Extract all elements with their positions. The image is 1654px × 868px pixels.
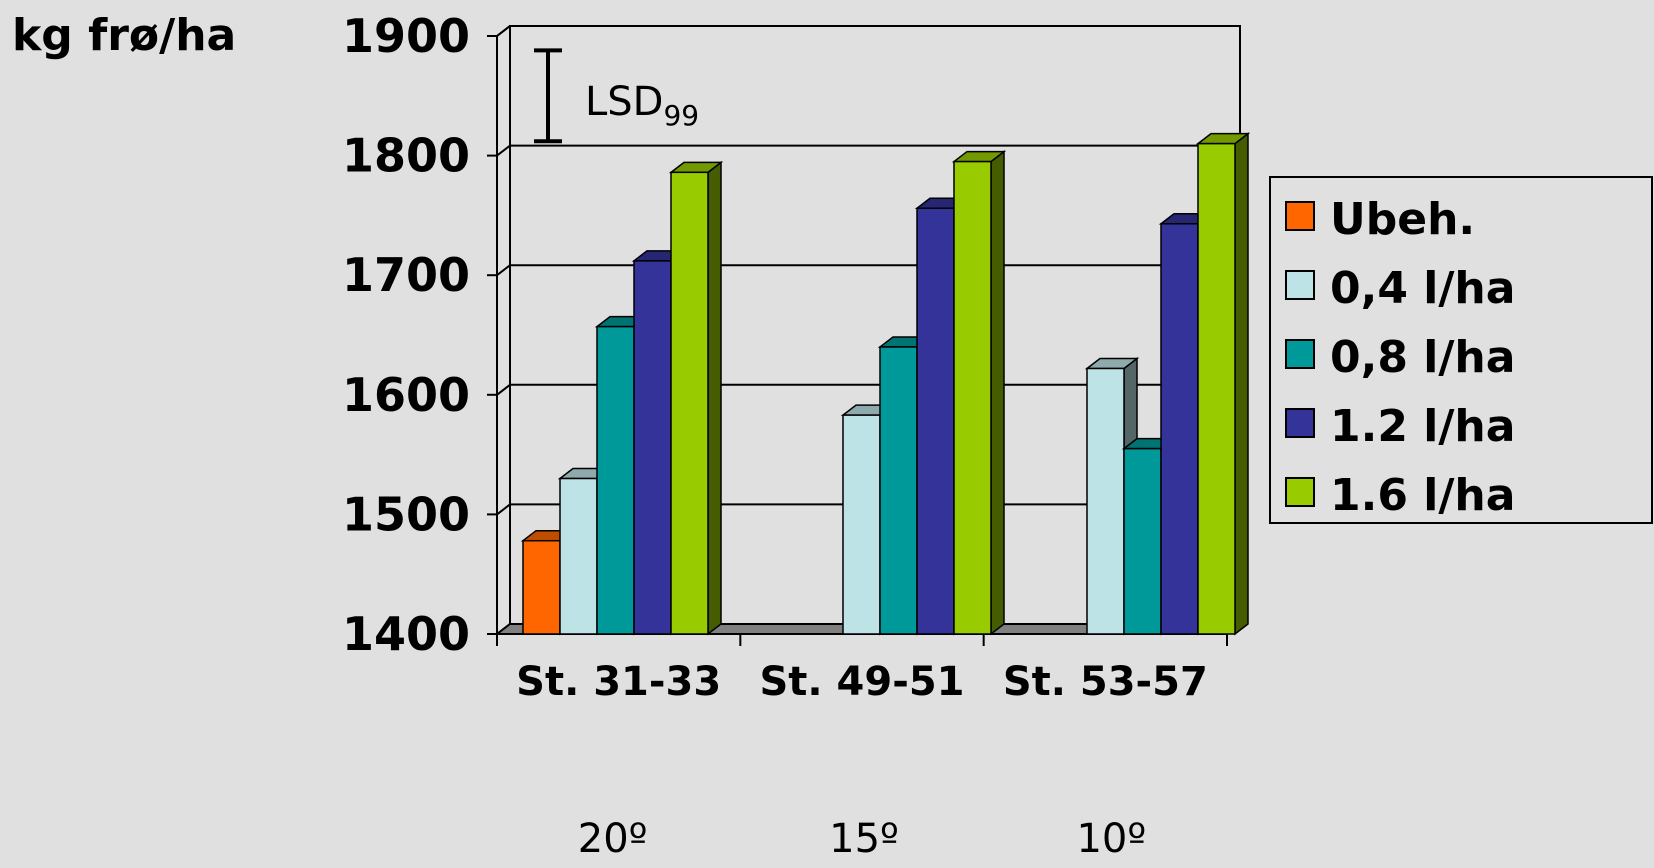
legend-swatch: [1285, 339, 1315, 369]
x-category-label: St. 31-33: [516, 659, 721, 705]
bar-1-6-l-ha-3: [1195, 132, 1251, 636]
legend-box: [1269, 176, 1653, 524]
legend-entry: 0,4 l/ha: [1330, 263, 1515, 314]
bar-front: [559, 477, 598, 635]
gridline-depth: [496, 144, 511, 157]
legend-entry: 0,8 l/ha: [1330, 332, 1515, 383]
bar-front: [879, 346, 918, 635]
bar-side: [990, 150, 1005, 636]
bar-1-6-l-ha-1: [668, 160, 724, 636]
legend-swatch: [1285, 201, 1315, 231]
bar-1-6-l-ha-2: [951, 150, 1007, 636]
y-tick-label: 1800: [342, 129, 470, 183]
legend-swatch: [1285, 270, 1315, 300]
x-category-sublabel: 20º: [578, 816, 648, 862]
y-tick-label: 1400: [342, 607, 470, 661]
bar-side: [1234, 132, 1249, 636]
gridline-depth: [496, 503, 511, 516]
lsd-subscript: 99: [663, 99, 699, 132]
y-tick-label: 1500: [342, 487, 470, 541]
legend-swatch: [1285, 477, 1315, 507]
bar-front: [633, 260, 672, 635]
x-category-sublabel: 10º: [1076, 816, 1146, 862]
legend-swatch: [1285, 408, 1315, 438]
bar-front: [1086, 367, 1125, 635]
x-category-sublabel: 15º: [829, 816, 899, 862]
bar-front: [953, 160, 992, 635]
y-tick-label: 1900: [342, 9, 470, 63]
gridline-depth: [496, 264, 511, 276]
lsd-label: LSD99: [585, 79, 699, 132]
y-axis-label: kg frø/ha: [12, 10, 236, 61]
bar-front: [670, 171, 709, 635]
gridline-depth: [496, 384, 511, 396]
y-tick-label: 1600: [342, 368, 470, 422]
bar-front: [1197, 142, 1236, 635]
x-category-label: St. 53-57: [1003, 659, 1208, 705]
bar-front: [916, 207, 955, 635]
bar-front: [1123, 447, 1162, 635]
y-tick-label: 1700: [342, 248, 470, 302]
legend-entry: Ubeh.: [1330, 194, 1475, 245]
bar-0-8-l-ha-2: [877, 335, 933, 636]
bar-side: [707, 160, 722, 636]
legend-entry: 1.6 l/ha: [1330, 470, 1515, 521]
legend-entry: 1.2 l/ha: [1330, 401, 1515, 452]
bar-front: [842, 414, 881, 635]
bar-front: [1160, 223, 1199, 635]
bar-front: [522, 539, 561, 635]
gridline-depth: [496, 25, 511, 37]
bar-front: [596, 325, 635, 635]
x-category-label: St. 49-51: [760, 659, 965, 705]
